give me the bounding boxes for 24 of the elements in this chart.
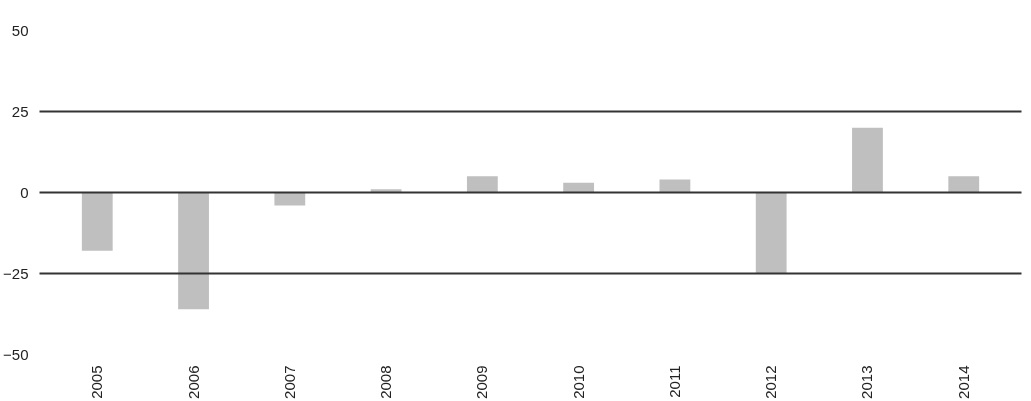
x-tick-label: 2009	[473, 365, 491, 399]
y-tick-label: 0	[20, 183, 29, 201]
x-tick-label: 2008	[377, 365, 395, 399]
x-tick-label: 2012	[762, 365, 780, 399]
x-tick-label: 2005	[88, 365, 106, 399]
x-tick-label: 2010	[569, 365, 587, 399]
y-tick-label: −50	[3, 345, 29, 363]
bar	[659, 179, 691, 193]
y-tick-label: −25	[3, 264, 29, 282]
bar	[370, 189, 402, 193]
bar	[81, 192, 113, 251]
bar	[466, 176, 498, 193]
x-tick-label: 2013	[858, 365, 876, 399]
y-tick-label: 25	[11, 102, 29, 120]
bar	[563, 182, 595, 193]
bar	[178, 192, 209, 310]
x-tick-label: 2006	[184, 365, 202, 399]
x-tick-label: 2011	[665, 365, 683, 398]
bar	[948, 176, 980, 193]
x-tick-label: 2007	[280, 365, 298, 399]
bar	[852, 127, 883, 193]
bar	[755, 192, 787, 274]
y-tick-label: 50	[11, 21, 29, 39]
x-tick-label: 2014	[954, 365, 972, 399]
